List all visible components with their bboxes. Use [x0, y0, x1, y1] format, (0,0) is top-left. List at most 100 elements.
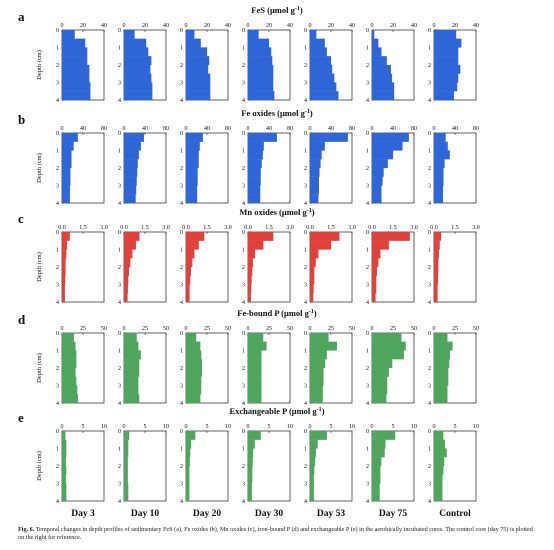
bar	[123, 367, 140, 377]
bar	[185, 332, 197, 342]
x-tick-label: 25	[80, 326, 86, 332]
bar	[185, 185, 198, 195]
y-tick-label: 2	[304, 63, 307, 69]
depth-axis-label: Depth (cm)	[36, 50, 43, 80]
bar	[371, 141, 403, 151]
y-tick-label: 3	[118, 384, 121, 390]
bar	[123, 231, 140, 241]
bar	[371, 56, 387, 66]
bar	[371, 159, 388, 169]
bar	[371, 385, 388, 395]
x-tick-label: 40	[411, 23, 417, 29]
column-label: Day 75	[379, 509, 407, 519]
y-tick-label: 0	[242, 429, 245, 435]
y-tick-label: 0	[118, 131, 121, 137]
subplot-day-3: 0.0 1.5 3.0 0 1 2 3 4	[56, 225, 108, 306]
y-tick-label: 1	[180, 248, 183, 254]
y-tick-label: 3	[242, 482, 245, 488]
column-label: Day 3	[71, 509, 95, 519]
y-tick-label: 0	[118, 28, 121, 34]
y-tick-label: 0	[118, 331, 121, 337]
y-tick-label: 2	[180, 166, 183, 172]
bar	[185, 293, 190, 303]
bar	[371, 332, 402, 342]
bar	[61, 258, 66, 268]
x-tick-label: 5	[144, 424, 147, 430]
x-tick-label: 40	[452, 126, 458, 132]
y-tick-label: 0	[56, 429, 59, 435]
bar	[371, 47, 382, 57]
bar	[433, 492, 443, 502]
bar	[309, 492, 314, 502]
subplot-day-20: 0 40 80 0 1 2 3 4	[180, 126, 231, 207]
bar	[433, 249, 440, 259]
column-label: Day 30	[255, 509, 283, 519]
x-tick-label: 20	[204, 23, 210, 29]
bar	[433, 150, 450, 160]
bar	[185, 194, 198, 204]
y-tick-label: 1	[242, 149, 245, 155]
bar	[371, 73, 393, 83]
y-tick-label: 2	[428, 166, 431, 172]
y-tick-label: 4	[56, 300, 59, 306]
panel-title: Fe oxides (μmol g-1)	[241, 108, 313, 118]
y-tick-label: 3	[56, 184, 59, 190]
y-tick-label: 3	[366, 81, 369, 87]
x-tick-label: 10	[225, 424, 231, 430]
bar	[123, 439, 129, 449]
y-tick-label: 2	[366, 464, 369, 470]
y-tick-label: 4	[428, 300, 431, 306]
y-tick-label: 2	[366, 366, 369, 372]
x-tick-label: 40	[225, 23, 231, 29]
bar	[123, 266, 130, 276]
panel-letter: d	[18, 312, 26, 327]
bar	[61, 194, 70, 204]
y-tick-label: 2	[56, 366, 59, 372]
y-tick-label: 1	[242, 349, 245, 355]
bar	[61, 474, 66, 484]
y-tick-label: 0	[428, 230, 431, 236]
y-tick-label: 3	[304, 184, 307, 190]
bar	[433, 359, 450, 369]
x-tick-label: 0	[247, 126, 250, 132]
bar	[185, 150, 199, 160]
x-tick-label: 25	[390, 326, 396, 332]
subplot-control: 0 5 10 0 1 2 3 4	[428, 424, 479, 505]
bar	[247, 394, 262, 404]
x-tick-label: 3.0	[224, 225, 232, 231]
bar	[61, 150, 72, 160]
bar	[61, 29, 75, 39]
y-tick-label: 3	[428, 384, 431, 390]
y-tick-label: 1	[56, 248, 59, 254]
x-tick-label: 0.0	[182, 225, 190, 231]
bar	[185, 376, 202, 386]
bar	[185, 350, 202, 360]
y-tick-label: 2	[118, 63, 121, 69]
subplot-day-3: 0 40 80 0 1 2 3 4	[56, 126, 107, 207]
bar	[185, 240, 199, 250]
bar	[433, 341, 453, 351]
x-tick-label: 10	[287, 424, 293, 430]
y-tick-label: 2	[304, 265, 307, 271]
y-tick-label: 0	[180, 429, 183, 435]
bar	[185, 284, 190, 294]
bar	[371, 185, 382, 195]
y-tick-label: 1	[180, 447, 183, 453]
bar	[309, 176, 320, 186]
y-tick-label: 0	[56, 131, 59, 137]
x-tick-label: 1.5	[79, 225, 87, 231]
bar	[247, 293, 251, 303]
x-tick-label: 0.0	[58, 225, 66, 231]
bar	[61, 167, 71, 177]
y-tick-label: 4	[304, 98, 307, 104]
bar	[309, 483, 314, 493]
y-tick-label: 0	[242, 230, 245, 236]
bar	[185, 141, 200, 151]
y-tick-label: 2	[366, 63, 369, 69]
bar	[123, 448, 129, 458]
x-tick-label: 0	[309, 126, 312, 132]
bar	[123, 185, 137, 195]
bar	[247, 341, 267, 351]
bar	[123, 332, 137, 342]
